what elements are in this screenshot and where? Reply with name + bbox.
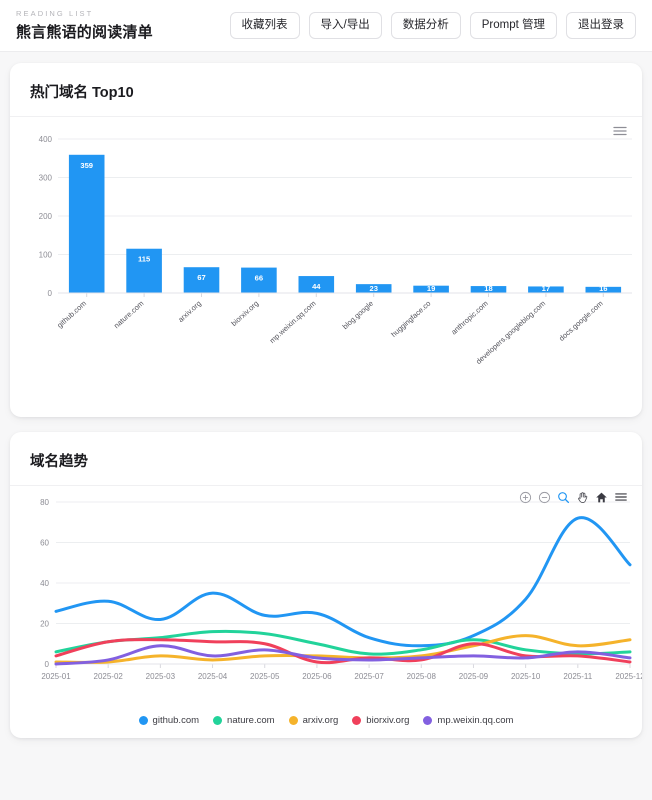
svg-text:66: 66: [255, 274, 263, 283]
svg-text:18: 18: [484, 284, 492, 293]
selection-zoom-icon[interactable]: [557, 491, 570, 504]
x-axis-label: 2025-08: [407, 672, 437, 681]
legend-item[interactable]: mp.weixin.qq.com: [423, 715, 513, 726]
legend-label: github.com: [152, 715, 200, 726]
x-axis-label: 2025-01: [41, 672, 71, 681]
app-header: READING LIST 熊言熊语的阅读清单 收藏列表 导入/导出 数据分析 P…: [0, 0, 652, 52]
legend-item[interactable]: arxiv.org: [288, 715, 339, 726]
nav-analytics[interactable]: 数据分析: [390, 12, 461, 39]
top-domains-bar-chart[interactable]: 0 100 200 300 400 359 github.com 115 nature.com 6…: [10, 117, 642, 417]
menu-icon[interactable]: [614, 490, 628, 504]
legend-color-dot: [352, 716, 362, 725]
bar-item[interactable]: 66: [241, 267, 277, 293]
svg-text:17: 17: [542, 284, 550, 293]
svg-text:23: 23: [369, 284, 377, 293]
legend-color-dot: [213, 716, 223, 725]
bar-category-label: anthropic.com: [449, 299, 490, 337]
top-domains-title: 热门域名 Top10: [10, 63, 642, 117]
x-axis-label: 2025-11: [563, 672, 592, 681]
svg-text:44: 44: [312, 282, 321, 291]
trend-line-nature.com[interactable]: [54, 629, 632, 656]
pan-icon[interactable]: [576, 491, 589, 504]
svg-text:300: 300: [39, 174, 53, 183]
x-axis-label: 2025-12: [615, 672, 642, 681]
x-axis-label: 2025-09: [459, 672, 489, 681]
top-domains-card: 热门域名 Top10 0 100 200 300 400 359 github.com 115…: [10, 63, 642, 417]
zoom-in-icon[interactable]: [519, 491, 532, 504]
trend-line-mp.weixin.qq.com[interactable]: [54, 644, 632, 666]
x-axis-label: 2025-02: [94, 672, 124, 681]
svg-text:16: 16: [599, 284, 607, 293]
x-axis-label: 2025-05: [250, 672, 280, 681]
x-axis-label: 2025-10: [511, 672, 541, 681]
legend-item[interactable]: nature.com: [213, 715, 275, 726]
bar-chart-toolbar: [612, 123, 628, 139]
bar-item[interactable]: 115: [126, 248, 162, 293]
svg-text:19: 19: [427, 284, 435, 293]
trend-line-github.com[interactable]: [54, 516, 632, 648]
legend-label: nature.com: [227, 715, 275, 726]
domain-trend-body: 0 20 40 60 80 2025-01 2025-02 2025-03 2025-04 202…: [10, 486, 642, 738]
nav-favorites[interactable]: 收藏列表: [229, 12, 300, 39]
bar-item[interactable]: 23: [355, 284, 392, 293]
legend-label: arxiv.org: [302, 715, 339, 726]
legend-label: mp.weixin.qq.com: [437, 715, 514, 726]
bar-category-label: arxiv.org: [176, 299, 203, 324]
main-nav: 收藏列表 导入/导出 数据分析 Prompt 管理 退出登录: [229, 12, 636, 39]
bar-category-label: mp.weixin.qq.com: [268, 299, 318, 345]
trend-line-arxiv.org[interactable]: [54, 634, 632, 664]
bar-item[interactable]: 17: [528, 284, 564, 293]
domain-trend-line-chart[interactable]: 0 20 40 60 80 2025-01 2025-02 2025-03 2025-04 202…: [10, 486, 642, 711]
page-title: 熊言熊语的阅读清单: [16, 24, 153, 41]
bar-category-label: huggingface.co: [389, 299, 432, 339]
svg-text:200: 200: [39, 212, 53, 221]
legend-color-dot: [288, 716, 298, 725]
svg-text:67: 67: [197, 273, 205, 282]
svg-text:100: 100: [39, 251, 53, 260]
svg-text:400: 400: [39, 135, 53, 144]
svg-text:0: 0: [48, 289, 53, 298]
bar-item[interactable]: 44: [298, 276, 335, 293]
svg-text:20: 20: [40, 620, 49, 629]
legend-item[interactable]: github.com: [138, 715, 200, 726]
nav-prompt-manage[interactable]: Prompt 管理: [469, 12, 557, 39]
top-domains-body: 0 100 200 300 400 359 github.com 115 nature.com 6…: [10, 117, 642, 417]
bar-item[interactable]: 359: [68, 154, 105, 293]
nav-import-export[interactable]: 导入/导出: [308, 12, 382, 39]
svg-text:359: 359: [80, 161, 93, 170]
legend-color-dot: [138, 716, 148, 725]
bar-item[interactable]: 19: [413, 284, 449, 293]
reset-home-icon[interactable]: [595, 491, 608, 504]
x-axis-label: 2025-07: [354, 672, 384, 681]
brand-kicker: READING LIST: [16, 9, 94, 18]
legend-label: biorxiv.org: [366, 715, 410, 726]
domain-trend-card: 域名趋势: [10, 432, 642, 738]
domain-trend-legend: github.com nature.com arxiv.org biorxiv.org…: [10, 711, 642, 738]
svg-text:0: 0: [45, 660, 50, 669]
svg-text:80: 80: [40, 498, 49, 507]
line-chart-toolbar: [519, 490, 628, 504]
bar-category-label: github.com: [55, 299, 88, 330]
bar-item[interactable]: 67: [183, 267, 220, 293]
bar-category-label: docs.google.com: [557, 299, 605, 343]
bar-category-label: blog.google: [341, 299, 375, 331]
legend-item[interactable]: biorxiv.org: [352, 715, 409, 726]
bar-category-label: biorxiv.org: [229, 299, 260, 328]
brand: READING LIST 熊言熊语的阅读清单: [16, 9, 153, 42]
svg-text:60: 60: [40, 539, 49, 548]
zoom-out-icon[interactable]: [538, 491, 551, 504]
bar-category-label: nature.com: [112, 299, 146, 330]
bar-item[interactable]: 18: [470, 284, 507, 293]
bar-item[interactable]: 16: [585, 284, 622, 293]
x-axis-label: 2025-04: [198, 672, 228, 681]
svg-text:40: 40: [40, 579, 49, 588]
svg-text:115: 115: [138, 255, 151, 264]
nav-logout[interactable]: 退出登录: [566, 12, 636, 39]
x-axis-label: 2025-06: [302, 672, 332, 681]
content-wrap: 热门域名 Top10 0 100 200 300 400 359 github.com 115…: [0, 52, 652, 749]
menu-icon[interactable]: [612, 123, 628, 139]
x-axis-label: 2025-03: [146, 672, 176, 681]
domain-trend-title: 域名趋势: [10, 432, 642, 486]
legend-color-dot: [423, 716, 433, 725]
